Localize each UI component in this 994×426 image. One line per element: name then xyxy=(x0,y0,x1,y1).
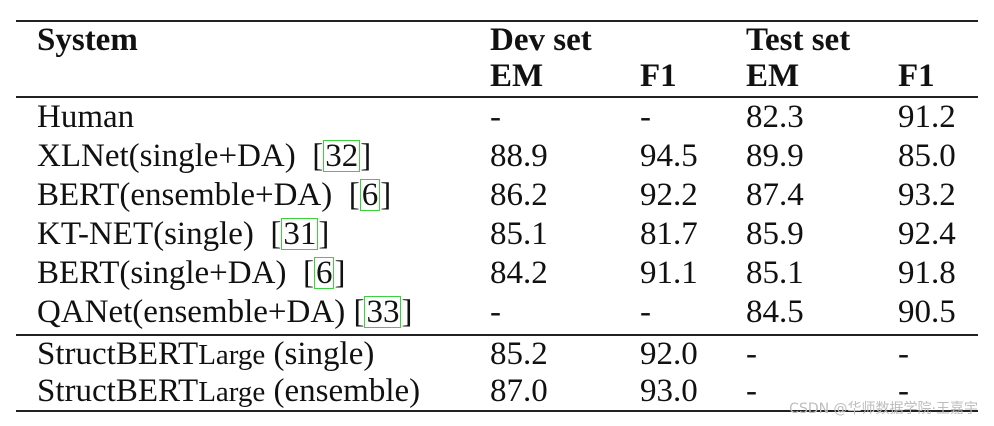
test-em-cell: - xyxy=(746,336,757,372)
system-cell: BERT(ensemble+DA) [6] xyxy=(37,177,392,213)
table-row: XLNet(single+DA) [32] 88.9 94.5 89.9 85.… xyxy=(0,137,994,175)
header-system: System xyxy=(37,22,138,58)
test-f1-cell: 91.2 xyxy=(898,99,956,135)
watermark: CSDN @华师数据学院·王嘉宇 xyxy=(789,401,978,417)
table-row: Human - - 82.3 91.2 xyxy=(0,98,994,136)
header-test-em: EM xyxy=(746,58,800,94)
test-f1-cell: 90.5 xyxy=(898,294,956,330)
dev-f1-cell: 92.0 xyxy=(640,336,698,372)
citation-link[interactable]: 33 xyxy=(364,294,402,330)
test-f1-cell: 93.2 xyxy=(898,177,956,213)
dev-f1-cell: - xyxy=(640,99,651,135)
group-rule xyxy=(16,334,978,336)
top-rule xyxy=(16,20,978,22)
citation-link[interactable]: 31 xyxy=(281,216,319,252)
test-em-cell: 89.9 xyxy=(746,138,804,174)
bottom-rule xyxy=(16,410,978,412)
header-test-set: Test set xyxy=(746,22,851,58)
system-name: BERT(single+DA) xyxy=(37,255,287,291)
dev-em-cell: 86.2 xyxy=(490,177,548,213)
table-row: StructBERTLarge (single) 85.2 92.0 - - xyxy=(0,335,994,373)
test-em-cell: - xyxy=(746,373,757,409)
header-dev-f1: F1 xyxy=(640,58,677,94)
dev-em-cell: 88.9 xyxy=(490,138,548,174)
table-row: StructBERTLarge (ensemble) 87.0 93.0 - - xyxy=(0,372,994,410)
header-dev-set: Dev set xyxy=(490,22,592,58)
test-f1-cell: - xyxy=(898,336,909,372)
dev-em-cell: 85.1 xyxy=(490,216,548,252)
system-subscript: Large xyxy=(198,339,266,371)
system-name: BERT(ensemble+DA) xyxy=(37,177,333,213)
header-dev-em: EM xyxy=(490,58,544,94)
test-f1-cell: 91.8 xyxy=(898,255,956,291)
test-em-cell: 85.9 xyxy=(746,216,804,252)
system-main: StructBERT xyxy=(37,373,199,409)
dev-f1-cell: 91.1 xyxy=(640,255,698,291)
table-row: QANet(ensemble+DA) [33] - - 84.5 90.5 xyxy=(0,293,994,331)
system-cell: QANet(ensemble+DA) [33] xyxy=(37,294,413,330)
system-variant: (single) xyxy=(265,336,375,372)
table-row: BERT(single+DA) [6] 84.2 91.1 85.1 91.8 xyxy=(0,254,994,292)
system-cell: StructBERTLarge (ensemble) xyxy=(37,372,420,411)
dev-f1-cell: 93.0 xyxy=(640,373,698,409)
system-main: StructBERT xyxy=(37,336,199,372)
system-name: QANet(ensemble+DA) xyxy=(37,294,346,330)
test-f1-cell: - xyxy=(898,373,909,409)
system-name: KT-NET(single) xyxy=(37,216,254,252)
dev-f1-cell: 94.5 xyxy=(640,138,698,174)
test-f1-cell: 85.0 xyxy=(898,138,956,174)
dev-f1-cell: 81.7 xyxy=(640,216,698,252)
dev-em-cell: 85.2 xyxy=(490,336,548,372)
system-subscript: Large xyxy=(198,376,266,408)
dev-f1-cell: 92.2 xyxy=(640,177,698,213)
dev-f1-cell: - xyxy=(640,294,651,330)
test-em-cell: 82.3 xyxy=(746,99,804,135)
header-test-f1: F1 xyxy=(898,58,935,94)
system-cell: XLNet(single+DA) [32] xyxy=(37,138,372,174)
system-cell: BERT(single+DA) [6] xyxy=(37,255,346,291)
system-name: XLNet(single+DA) xyxy=(37,138,296,174)
test-em-cell: 85.1 xyxy=(746,255,804,291)
dev-em-cell: - xyxy=(490,294,501,330)
citation-link[interactable]: 6 xyxy=(359,177,381,213)
dev-em-cell: - xyxy=(490,99,501,135)
dev-em-cell: 84.2 xyxy=(490,255,548,291)
citation-link[interactable]: 32 xyxy=(323,138,361,174)
test-em-cell: 84.5 xyxy=(746,294,804,330)
system-cell: Human xyxy=(37,99,135,135)
system-cell: StructBERTLarge (single) xyxy=(37,335,374,374)
system-variant: (ensemble) xyxy=(265,373,421,409)
dev-em-cell: 87.0 xyxy=(490,373,548,409)
test-f1-cell: 92.4 xyxy=(898,216,956,252)
table-row: KT-NET(single) [31] 85.1 81.7 85.9 92.4 xyxy=(0,215,994,253)
test-em-cell: 87.4 xyxy=(746,177,804,213)
citation-link[interactable]: 6 xyxy=(313,255,335,291)
system-cell: KT-NET(single) [31] xyxy=(37,216,330,252)
table-row: BERT(ensemble+DA) [6] 86.2 92.2 87.4 93.… xyxy=(0,176,994,214)
header-rule xyxy=(16,96,978,98)
